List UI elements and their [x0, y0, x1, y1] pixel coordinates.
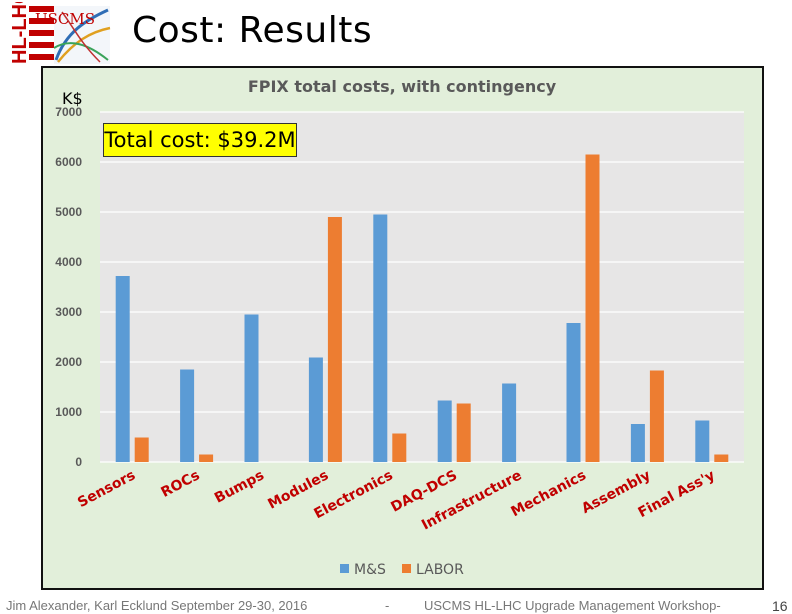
- total-cost-callout: Total cost: $39.2M: [103, 123, 297, 157]
- y-tick-label: 7000: [55, 105, 82, 119]
- x-axis-labels: Sensors ROCs BumpsModulesElectronicsDAQ-DC…: [75, 467, 718, 533]
- y-axis-label: K$: [62, 89, 83, 108]
- page-title: Cost: Results: [132, 10, 373, 51]
- footer-workshop: USCMS HL-LHC Upgrade Management Workshop…: [424, 598, 721, 613]
- bar-ms-finalassy: [695, 420, 710, 462]
- bar-labor-mechanics: [585, 154, 600, 462]
- x-tick-label: Bumps: [212, 467, 267, 506]
- bars: [115, 154, 729, 462]
- legend-label: M&S: [354, 562, 386, 578]
- bar-ms-electronics: [373, 214, 388, 462]
- logo-text-vertical: HL-LHC: [9, 2, 31, 64]
- bar-ms-sensors: [115, 276, 130, 462]
- bar-ms-rocs: [180, 369, 195, 462]
- bar-ms-infrastructure: [502, 383, 517, 462]
- x-tick-label: Sensors: [75, 467, 138, 511]
- y-tick-label: 5000: [55, 205, 82, 219]
- logo-subtext: USCMS: [35, 10, 95, 28]
- hl-lhc-logo: HL-LHC USCMS: [4, 0, 112, 66]
- y-axis-ticks: 0 1000 2000 3000 4000 5000 6000 7000: [55, 105, 82, 469]
- y-tick-label: 6000: [55, 155, 82, 169]
- y-tick-label: 2000: [55, 355, 82, 369]
- collision-swirl-icon: [53, 6, 111, 64]
- legend-label: LABOR: [416, 562, 464, 578]
- bar-labor-assembly: [649, 370, 664, 462]
- y-tick-label: 3000: [55, 305, 82, 319]
- legend: M&S LABOR: [340, 562, 464, 578]
- y-tick-label: 1000: [55, 405, 82, 419]
- bar-ms-assembly: [630, 424, 645, 462]
- footer-separator: -: [385, 598, 390, 613]
- bar-ms-daqdcs: [437, 400, 452, 462]
- legend-swatch: [340, 564, 349, 573]
- bar-labor-rocs: [199, 454, 214, 462]
- chart-title: FPIX total costs, with contingency: [248, 77, 557, 96]
- bar-labor-daqdcs: [456, 403, 471, 462]
- y-tick-label: 0: [75, 455, 82, 469]
- bar-labor-modules: [327, 217, 342, 462]
- bar-labor-electronics: [392, 433, 407, 462]
- bar-ms-bumps: [244, 314, 259, 462]
- x-tick-label: ROCs: [159, 467, 203, 501]
- page-number: 16: [772, 598, 788, 614]
- footer-authors: Jim Alexander, Karl Ecklund September 29…: [6, 598, 308, 613]
- bar-labor-finalassy: [714, 454, 729, 462]
- flag-stripes-icon: [29, 6, 55, 64]
- legend-swatch: [402, 564, 411, 573]
- plot-area: [100, 112, 744, 462]
- bar-ms-mechanics: [566, 323, 581, 462]
- y-tick-label: 4000: [55, 255, 82, 269]
- bar-ms-modules: [308, 357, 323, 462]
- bar-labor-sensors: [134, 437, 149, 462]
